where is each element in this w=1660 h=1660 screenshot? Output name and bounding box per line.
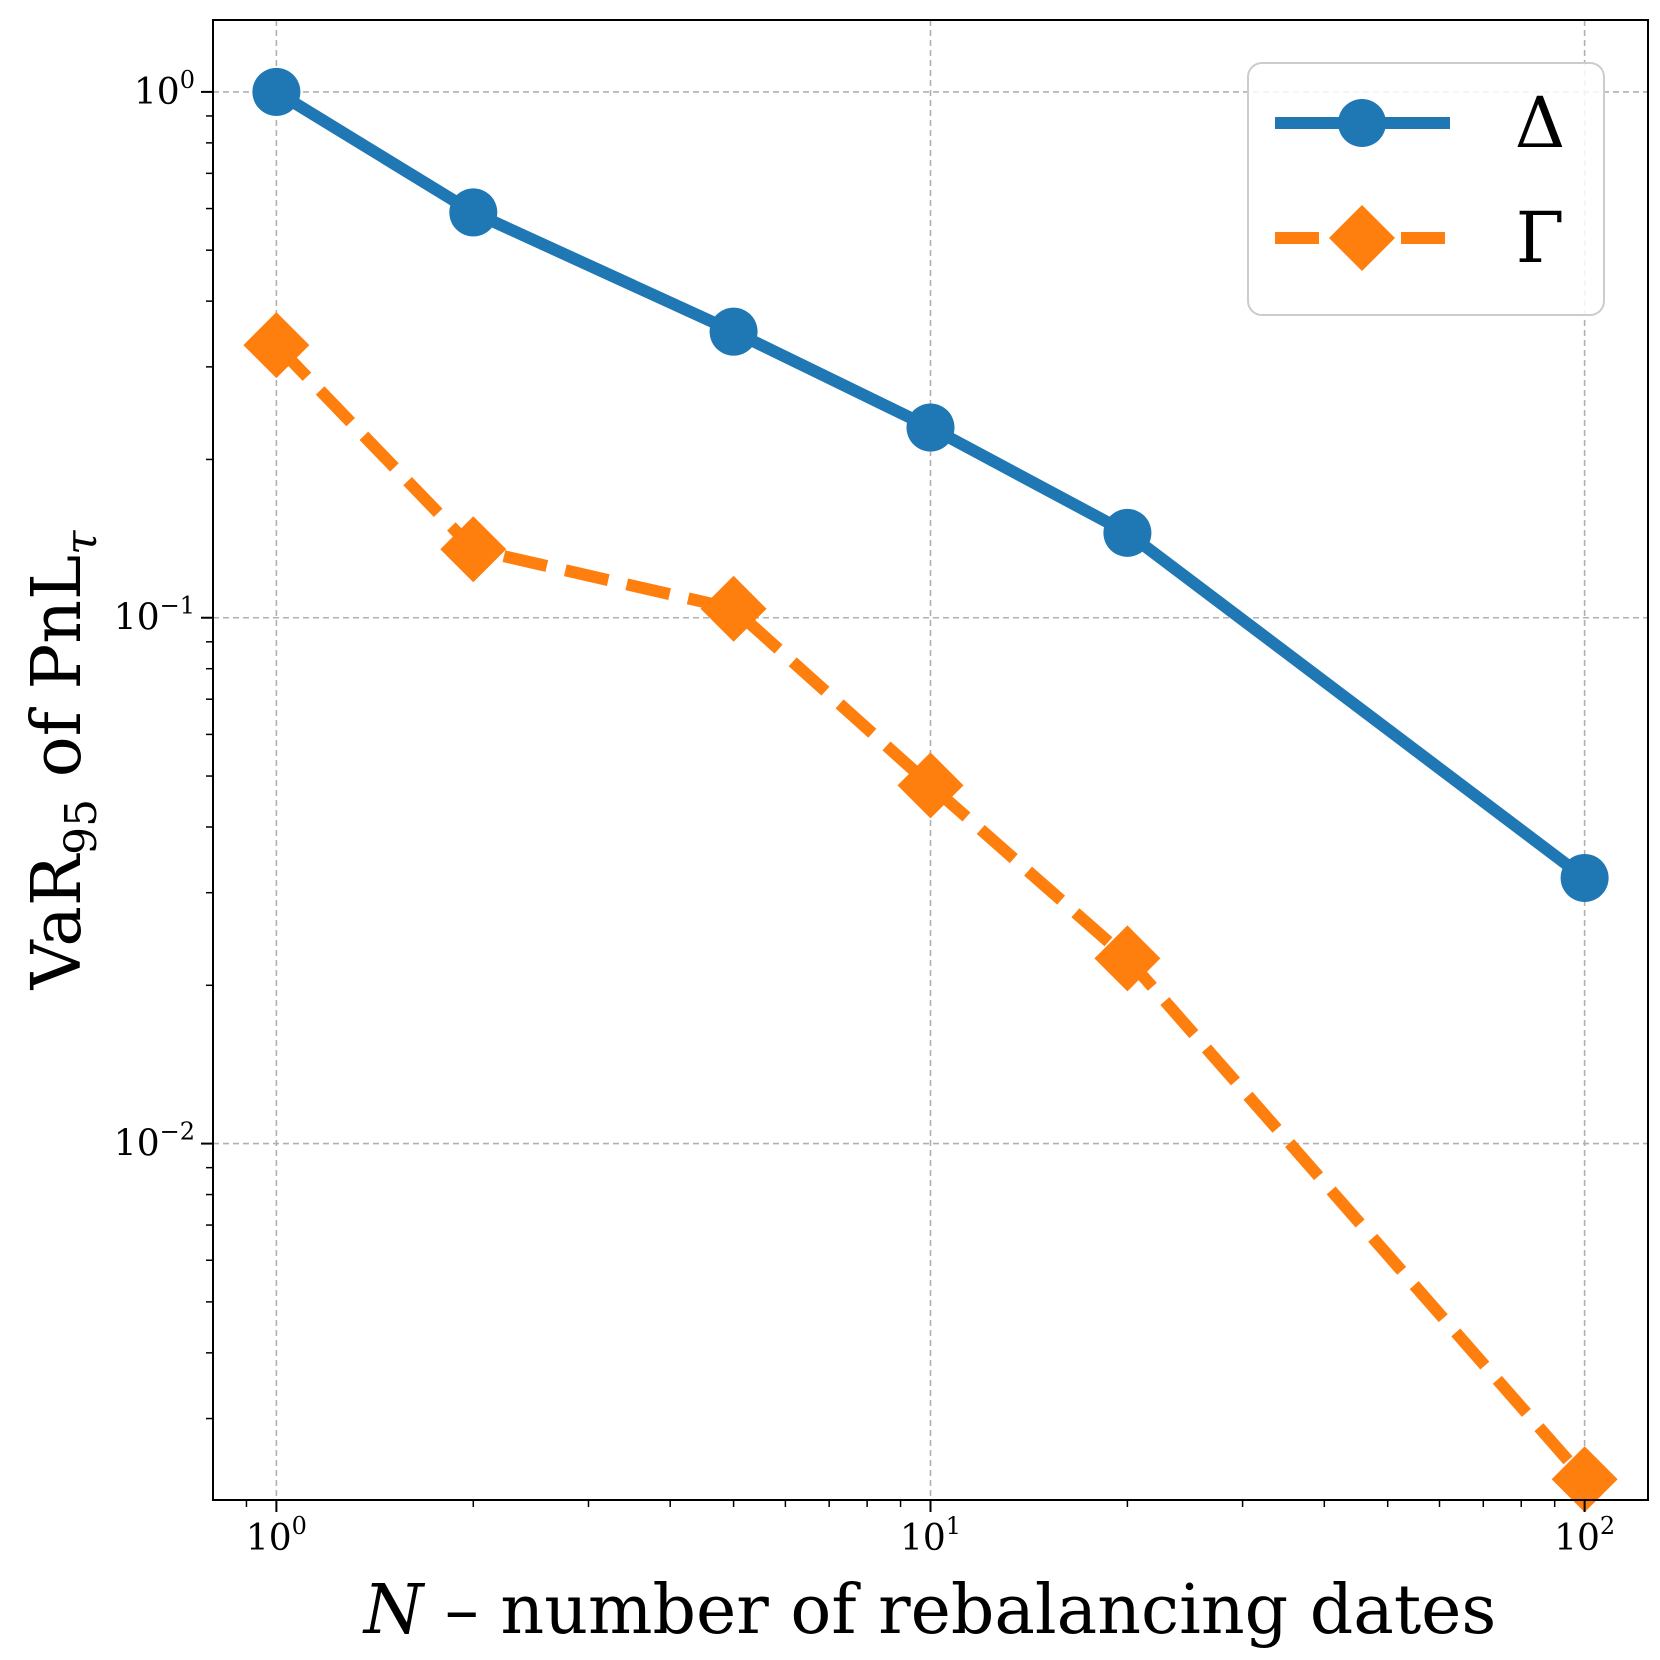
legend-entry: Γ bbox=[1275, 197, 1564, 279]
y-axis-label: VaR95 of PnLτ bbox=[18, 530, 107, 991]
x-tick-label: 100 bbox=[246, 1512, 307, 1559]
legend-items: ΔΓ bbox=[1275, 82, 1565, 279]
series-marker bbox=[709, 307, 758, 356]
series-marker bbox=[897, 752, 964, 819]
y-tick-label: 10−2 bbox=[114, 1118, 195, 1165]
series-marker bbox=[440, 516, 507, 583]
legend: ΔΓ bbox=[1247, 62, 1605, 316]
series-layer bbox=[243, 67, 1618, 1513]
x-axis-label-var: N bbox=[362, 1571, 426, 1650]
y-tick-label: 10−1 bbox=[114, 592, 195, 639]
x-axis-label: N – number of rebalancing dates bbox=[362, 1571, 1497, 1650]
x-axis-label-text: – number of rebalancing dates bbox=[423, 1571, 1496, 1650]
x-tick-label: 102 bbox=[1554, 1512, 1615, 1559]
series-1 bbox=[252, 67, 1609, 902]
series-marker bbox=[243, 312, 310, 379]
y-axis-label-sub2: τ bbox=[56, 530, 107, 555]
series-marker bbox=[1551, 1446, 1618, 1513]
y-axis-label-var: VaR bbox=[18, 853, 97, 990]
series-marker bbox=[1560, 853, 1609, 902]
series-marker bbox=[906, 403, 955, 452]
series-2 bbox=[243, 312, 1618, 1513]
x-tick-label: 101 bbox=[900, 1512, 961, 1559]
legend-label: Δ bbox=[1515, 82, 1566, 164]
legend-marker bbox=[1329, 205, 1395, 271]
series-marker bbox=[1103, 508, 1152, 557]
y-axis-label-sub: 95 bbox=[56, 799, 107, 855]
series-line bbox=[273, 86, 1589, 883]
series-marker bbox=[1094, 925, 1161, 992]
series-marker bbox=[700, 575, 767, 642]
tick-layer: 100 101 102 100 10−1 10−2 bbox=[114, 66, 1615, 1559]
series-marker bbox=[449, 188, 498, 237]
y-axis-label-mid: of PnL bbox=[18, 555, 97, 799]
y-tick-label: 100 bbox=[134, 66, 195, 113]
legend-entry: Δ bbox=[1275, 82, 1565, 164]
legend-marker bbox=[1338, 99, 1386, 147]
series-marker bbox=[252, 67, 301, 116]
legend-label: Γ bbox=[1516, 197, 1565, 279]
